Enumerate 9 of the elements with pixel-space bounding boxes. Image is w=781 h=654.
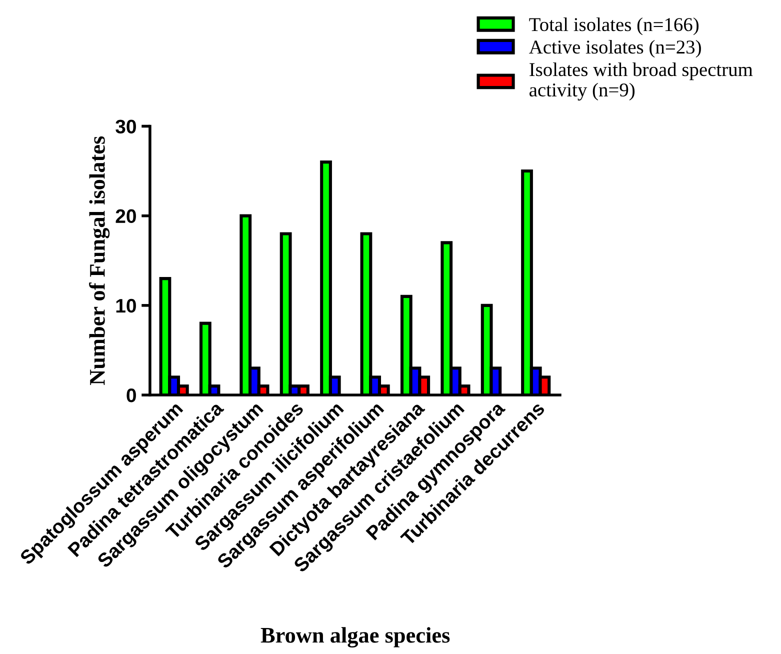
legend-label: Total isolates (n=166) [529,18,699,36]
legend-label: Isolates with broad spectrum activity (n=9) [530,62,753,101]
y-tick-label: 20 [116,209,136,224]
y-axis-title: Number of Fungal isolates [89,136,110,385]
y-tick-label: 30 [116,120,136,134]
y-tick-label: 10 [116,298,136,313]
legend-label: Active isolates (n=23) [529,40,701,58]
y-tick-label: 0 [126,388,136,402]
x-axis-title: Brown algae species [260,627,450,648]
